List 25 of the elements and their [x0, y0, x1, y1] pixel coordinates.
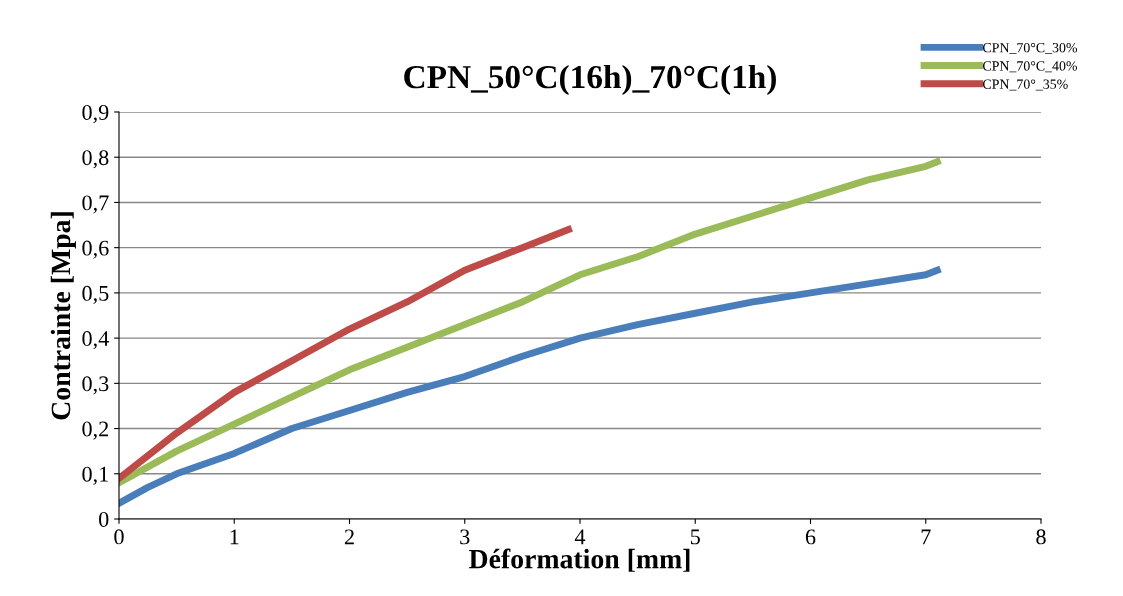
x-tick-label: 7 — [921, 529, 931, 545]
legend-label: CPN_70°_35% — [983, 79, 1068, 91]
x-tick-label: 1 — [230, 529, 239, 545]
y-tick-label: 0 — [99, 511, 109, 527]
chart-title: CPN_50°C(16h)_70°C(1h) — [404, 64, 776, 96]
y-tick-label: 0,2 — [82, 421, 109, 440]
y-tick-label: 0,7 — [82, 195, 109, 214]
y-tick-label: 0,5 — [82, 285, 109, 305]
x-tick-label: 8 — [1036, 529, 1046, 545]
x-tick-label: 2 — [344, 529, 354, 545]
x-tick-label: 4 — [574, 529, 586, 545]
x-tick-label: 5 — [690, 529, 700, 545]
y-tick-label: 0,3 — [82, 376, 109, 395]
legend-label: CPN_70°C_30% — [983, 42, 1078, 55]
y-tick-label: 0,1 — [82, 466, 108, 485]
y-tick-label: 0,4 — [82, 331, 109, 350]
x-tick-label: 0 — [114, 529, 124, 545]
x-axis-title: Déformation [mm] — [469, 548, 690, 572]
y-tick-label: 0,9 — [82, 104, 109, 124]
x-tick-label: 6 — [805, 529, 816, 545]
legend-label: CPN_70°C_40% — [983, 61, 1078, 73]
y-axis-title: Contrainte [Mpa] — [50, 212, 76, 420]
y-tick-label: 0,8 — [82, 150, 109, 169]
x-tick-label: 3 — [460, 529, 470, 545]
y-tick-label: 0,6 — [82, 240, 109, 259]
